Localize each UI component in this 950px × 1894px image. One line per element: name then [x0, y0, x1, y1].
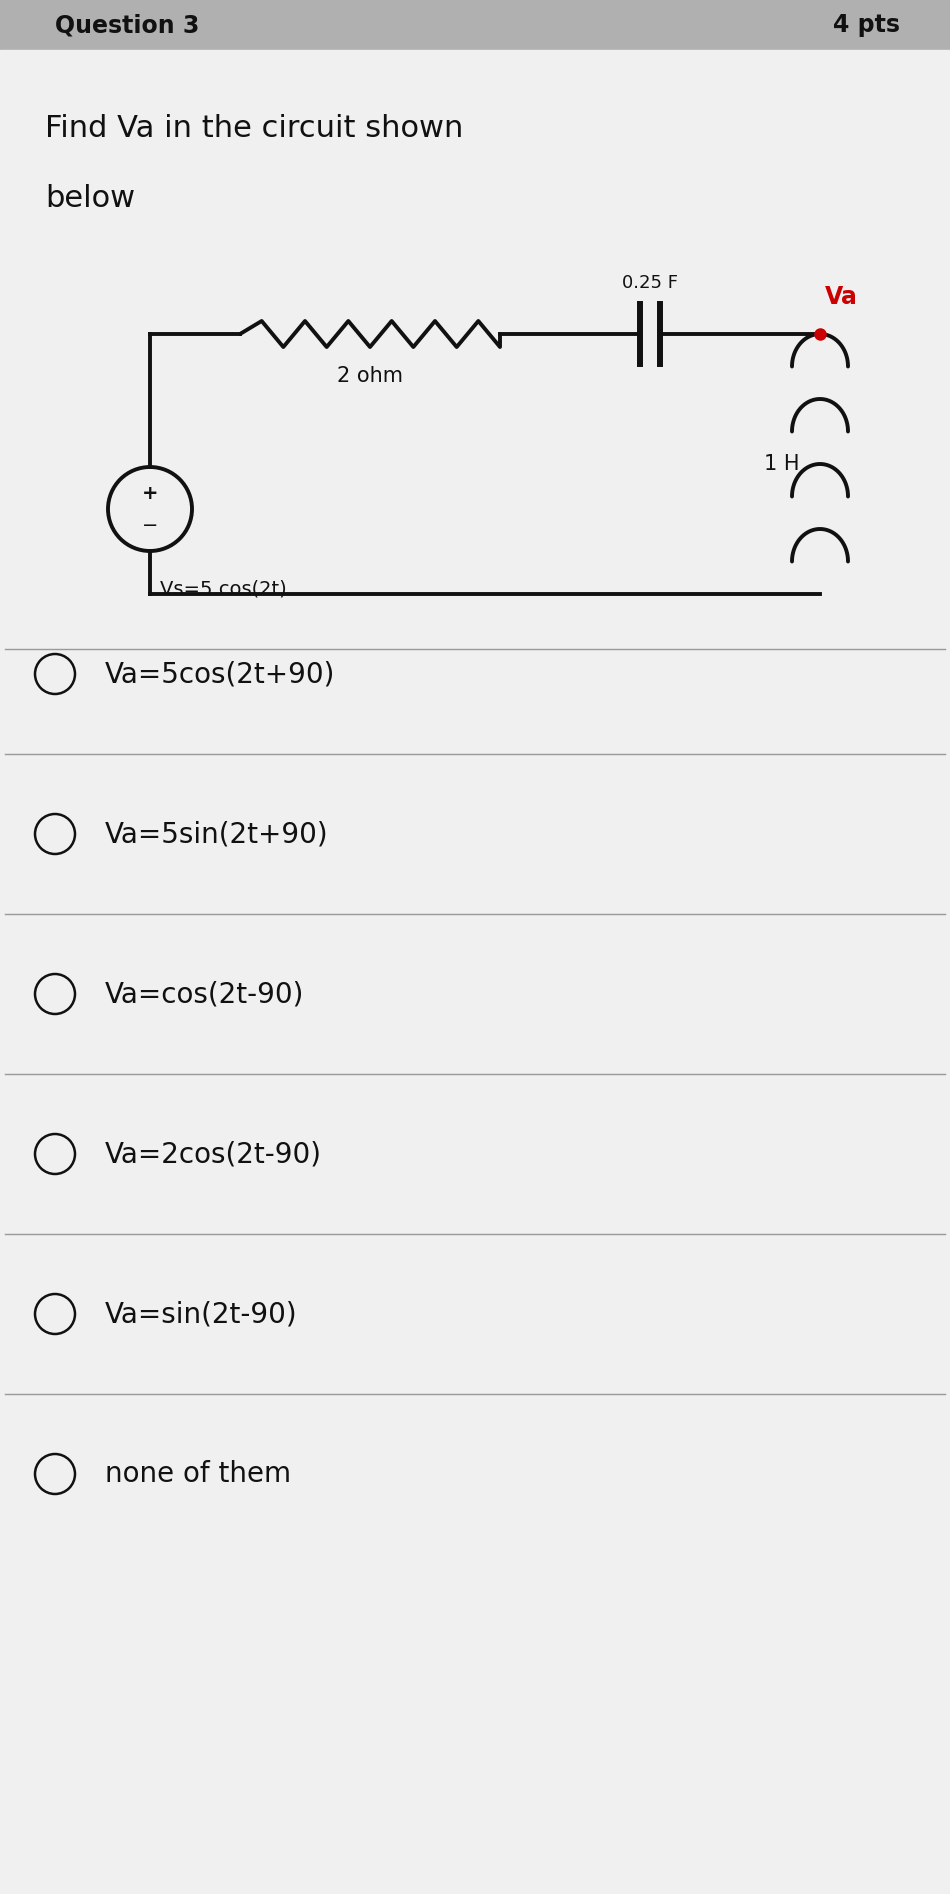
Text: below: below: [45, 184, 135, 212]
Text: 4 pts: 4 pts: [833, 13, 900, 38]
Text: 2 ohm: 2 ohm: [337, 366, 403, 386]
Text: Va=cos(2t-90): Va=cos(2t-90): [105, 979, 304, 1008]
Text: 1 H: 1 H: [765, 455, 800, 474]
Text: +: +: [142, 483, 159, 502]
Bar: [0, 0, 950, 49]
Text: Va=sin(2t-90): Va=sin(2t-90): [105, 1299, 297, 1328]
Text: Va: Va: [825, 284, 858, 309]
Text: Va=2cos(2t-90): Va=2cos(2t-90): [105, 1140, 322, 1169]
Text: Va=5sin(2t+90): Va=5sin(2t+90): [105, 820, 329, 849]
Text: Find Va in the circuit shown: Find Va in the circuit shown: [45, 114, 464, 144]
Text: 0.25 F: 0.25 F: [622, 275, 678, 292]
Text: Question 3: Question 3: [55, 13, 200, 38]
Text: −: −: [142, 515, 159, 534]
Text: none of them: none of them: [105, 1460, 291, 1489]
Text: Va=5cos(2t+90): Va=5cos(2t+90): [105, 659, 335, 688]
Text: Vs=5 cos(2t): Vs=5 cos(2t): [160, 580, 287, 599]
